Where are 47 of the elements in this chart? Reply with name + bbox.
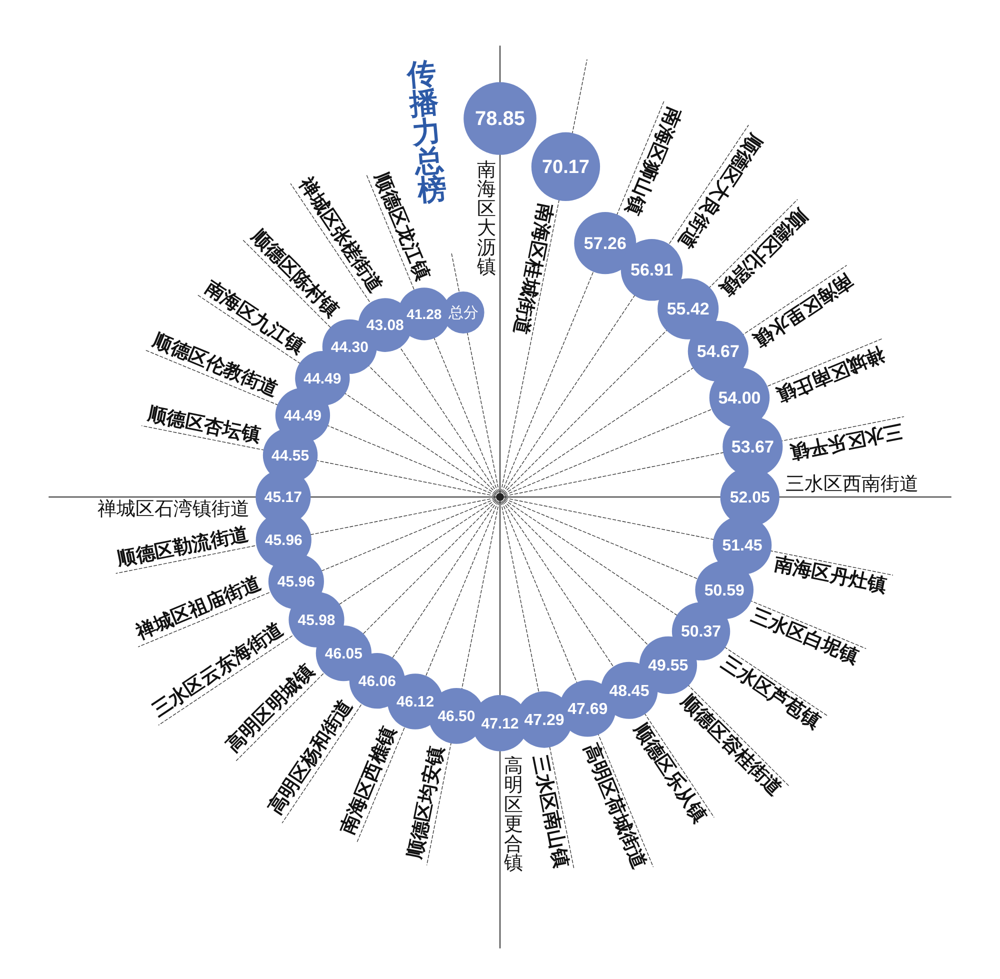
- category-label: 顺德区均安镇: [404, 744, 448, 861]
- data-label: 54.67: [696, 342, 740, 361]
- text: 传播力总榜: [406, 56, 448, 208]
- data-label: 55.42: [666, 300, 710, 319]
- data-label: 50.59: [704, 582, 744, 600]
- category-label: 南海区桂城街道: [509, 202, 557, 336]
- data-label: 70.17: [542, 156, 590, 178]
- data-label: 56.91: [630, 260, 674, 280]
- data-label: 45.96: [264, 532, 302, 550]
- data-label: 44.30: [330, 338, 368, 356]
- data-label: 54.00: [718, 388, 761, 408]
- category-label: 顺德区杏坛镇: [146, 402, 262, 447]
- data-label: 47.29: [524, 712, 564, 730]
- category-label: 禅城区石湾镇街道: [98, 498, 250, 520]
- data-label: 49.55: [648, 658, 688, 675]
- category-label: 禅城区南庄镇: [774, 342, 888, 406]
- data-label: 45.96: [277, 574, 315, 591]
- data-label: 57.26: [584, 234, 626, 253]
- text: 总分: [447, 303, 478, 322]
- data-label: 53.67: [731, 437, 774, 456]
- data-label: 48.45: [609, 682, 650, 700]
- data-label: 47.12: [481, 715, 519, 732]
- data-label: 46.12: [396, 694, 434, 711]
- data-label: 45.98: [298, 612, 336, 629]
- data-label: 44.49: [304, 370, 342, 388]
- data-label: 44.55: [271, 447, 310, 464]
- category-label: 三水区乐平镇: [788, 419, 904, 464]
- category-label: 三水区白坭镇: [748, 604, 862, 668]
- category-label: 南海区大沥镇: [477, 158, 496, 278]
- category-label: 三水区南山镇: [528, 753, 572, 870]
- data-label: 43.08: [366, 317, 404, 334]
- category-label: 南海区狮山镇: [621, 104, 686, 218]
- category-label: 三水区西南街道: [785, 473, 918, 495]
- category-label: 顺德区勒流街道: [115, 523, 250, 571]
- data-label: 46.50: [438, 708, 476, 726]
- data-label: 50.37: [681, 624, 722, 641]
- data-label: 46.06: [358, 672, 396, 690]
- category-label: 南海区丹灶镇: [772, 553, 889, 597]
- data-label: 41.28: [406, 306, 442, 322]
- data-label: 51.45: [722, 538, 762, 555]
- data-label: 47.69: [568, 700, 608, 718]
- data-label: 78.85: [474, 108, 526, 130]
- category-label: 高明区更合镇: [504, 755, 523, 874]
- data-label: 44.49: [284, 407, 322, 424]
- data-label: 45.17: [264, 489, 302, 506]
- data-label: 46.05: [324, 645, 362, 662]
- data-label: 52.05: [730, 489, 770, 506]
